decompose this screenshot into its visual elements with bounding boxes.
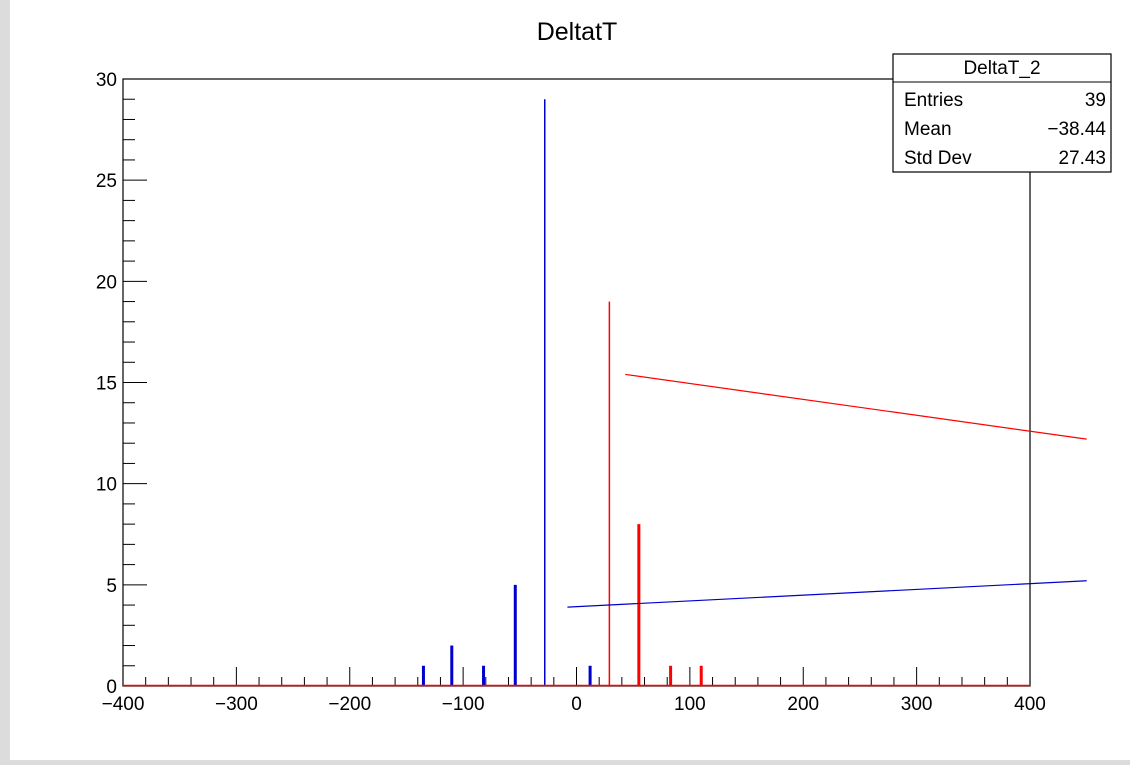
y-tick-label: 25: [96, 171, 117, 192]
stats-box-frame: [892, 53, 1112, 173]
stats-stddev-value: 27.43: [1058, 148, 1106, 169]
fit-line: [567, 580, 1087, 608]
stats-box: DeltaT_2 Entries 39 Mean −38.44 Std Dev …: [892, 53, 1112, 173]
stats-mean-value: −38.44: [1047, 119, 1106, 140]
chart-title: DeltatT: [537, 18, 618, 46]
x-tick-label: 400: [1014, 694, 1046, 715]
x-tick-label: −100: [442, 694, 485, 715]
y-tick-label: 10: [96, 475, 117, 496]
x-tick-label: −200: [328, 694, 371, 715]
fit-line: [625, 373, 1087, 440]
x-tick-label: −300: [215, 694, 258, 715]
stats-mean-label: Mean: [904, 119, 952, 140]
x-axis: −400 −300 −200 −100 0 100 200 300 400: [102, 667, 1046, 715]
fit-lines: [567, 373, 1087, 608]
y-tick-label: 15: [96, 374, 117, 395]
x-tick-label: 300: [901, 694, 933, 715]
stats-entries-label: Entries: [904, 90, 963, 111]
y-tick-label: 0: [106, 677, 117, 698]
x-tick-label: 0: [571, 694, 582, 715]
histogram-bars: [123, 99, 1030, 687]
y-axis: 0 5 10 15 20 25 30: [96, 70, 147, 698]
y-tick-label: 30: [96, 70, 117, 91]
stats-stddev-label: Std Dev: [904, 148, 972, 169]
x-tick-label: 200: [787, 694, 819, 715]
y-tick-label: 5: [106, 576, 117, 597]
plot-canvas: DeltatT 0 5 10 15 20 25 30 −400 −300 −200 −100 0 10…: [10, 0, 1130, 760]
x-tick-label: 100: [674, 694, 706, 715]
stats-name: DeltaT_2: [963, 58, 1040, 79]
x-tick-label: −400: [102, 694, 145, 715]
y-tick-label: 20: [96, 272, 117, 293]
stats-entries-value: 39: [1085, 90, 1106, 111]
histogram-chart: DeltatT 0 5 10 15 20 25 30 −400 −300 −200 −100 0 10…: [96, 18, 1112, 715]
